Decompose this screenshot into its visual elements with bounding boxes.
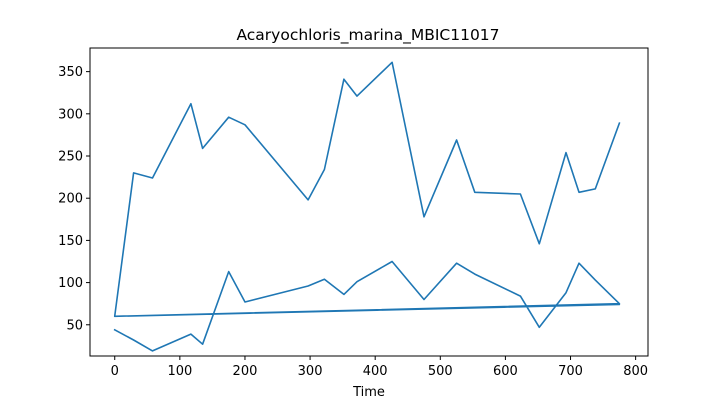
x-tick-label: 700	[558, 364, 583, 379]
y-tick-label: 350	[58, 65, 83, 80]
x-tick-label: 100	[167, 364, 192, 379]
plot-frame	[89, 47, 649, 357]
y-tick-label: 200	[58, 192, 83, 207]
x-tick-label: 800	[623, 364, 648, 379]
y-tick-label: 150	[58, 234, 83, 249]
y-tick-label: 300	[58, 107, 83, 122]
x-tick-label: 500	[428, 364, 453, 379]
x-tick-label: 200	[233, 364, 258, 379]
y-axis: 50 100 150 200 250 300 350	[58, 65, 90, 333]
x-tick-label: 300	[298, 364, 323, 379]
x-tick-label: 400	[363, 364, 388, 379]
plot-area	[113, 61, 621, 352]
x-tick-label: 0	[111, 364, 119, 379]
series-line	[113, 61, 621, 352]
y-tick-label: 100	[58, 276, 83, 291]
x-axis: 0 100 200 300 400 500 600 700 800	[111, 356, 648, 379]
chart-title: Acaryochloris_marina_MBIC11017	[236, 26, 499, 45]
x-tick-label: 600	[493, 364, 518, 379]
x-axis-label: Time	[352, 385, 385, 400]
y-tick-label: 50	[66, 318, 83, 333]
y-tick-label: 250	[58, 150, 83, 165]
